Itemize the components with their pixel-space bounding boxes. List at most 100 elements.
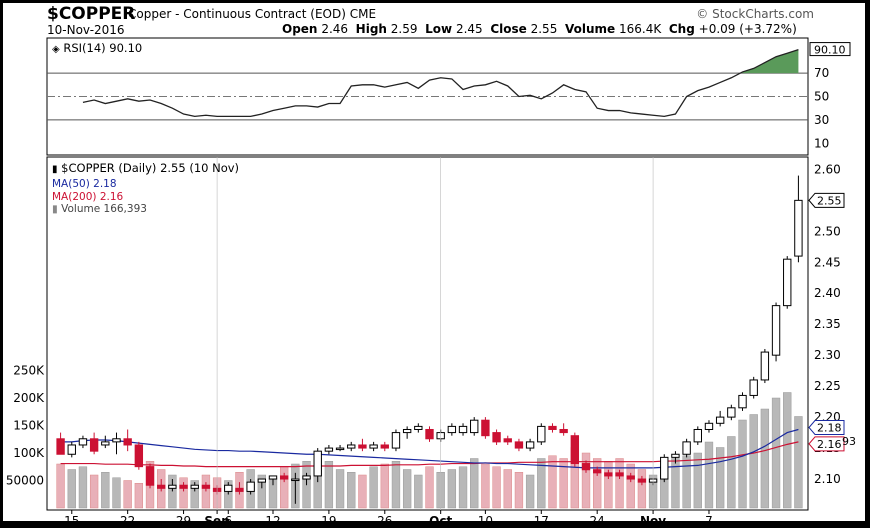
- volume-bar: [738, 419, 747, 509]
- x-tick-label: Oct: [429, 514, 452, 528]
- ma200-legend: MA(200) 2.16: [52, 191, 124, 203]
- volume-bar: [704, 441, 714, 509]
- ma50-tag-label: 2.18: [817, 421, 842, 434]
- rsi-tick-label: 10: [814, 136, 829, 150]
- volume-bar: [760, 408, 770, 509]
- x-tick-label: 12: [265, 514, 280, 528]
- candle-body: [380, 444, 389, 449]
- candle-body: [414, 425, 423, 430]
- candle-body: [391, 432, 401, 449]
- x-tick-label: 29: [176, 514, 191, 528]
- ma200-tag-label: 2.16: [817, 438, 842, 451]
- volume-bar: [492, 466, 501, 509]
- candle-body: [660, 456, 669, 480]
- price-tick-label: 2.40: [814, 286, 841, 300]
- volume-bar: [447, 469, 457, 509]
- volume-bar: [89, 474, 99, 509]
- rsi-tick-label: 50: [814, 90, 829, 104]
- candle-body: [347, 444, 356, 449]
- candle-body: [179, 484, 188, 489]
- candle-body: [369, 444, 378, 449]
- candle-body: [246, 481, 255, 492]
- series-icon: ▮: [52, 164, 58, 175]
- chart-description: Copper - Continuous Contract (EOD) CME: [128, 7, 376, 21]
- rsi-value-tag: [809, 42, 851, 57]
- candle-body: [481, 419, 490, 437]
- price-tick-label: 2.10: [814, 472, 841, 486]
- chg-label: Chg: [668, 22, 695, 36]
- candle-body: [570, 435, 580, 465]
- volume-bar: [190, 480, 199, 509]
- volume-bar: [347, 472, 356, 509]
- volume-bar: [525, 474, 535, 509]
- volume-bar: [414, 474, 423, 509]
- rsi-line: [82, 48, 799, 118]
- candle-body: [78, 438, 88, 446]
- candle-body: [615, 472, 624, 477]
- candle-body: [168, 484, 177, 489]
- candle-body: [324, 447, 334, 452]
- volume-bar: [783, 392, 792, 509]
- volume-bar: [201, 474, 211, 509]
- ma50-legend: MA(50) 2.18: [52, 178, 117, 190]
- candle-body: [302, 475, 311, 480]
- candle-body: [537, 425, 546, 443]
- rsi-legend: ◈ RSI(14) 90.10: [52, 41, 142, 55]
- candle-body: [402, 428, 412, 434]
- x-tick-label: 10: [478, 514, 493, 528]
- volume-bar: [391, 461, 401, 509]
- candle-body: [279, 475, 289, 480]
- chart-symbol: $COPPER: [47, 4, 136, 24]
- x-tick-label: 7: [705, 514, 713, 528]
- volume-bar: [123, 480, 132, 509]
- volume-bar: [402, 469, 412, 509]
- price-tick-label: 2.50: [814, 224, 841, 238]
- quote-summary: Open 2.46 High 2.59 Low 2.45 Close 2.55 …: [282, 22, 797, 36]
- rsi-tick-label: 70: [814, 66, 829, 80]
- volume-bar: [481, 463, 490, 509]
- volume-bar: [615, 458, 624, 509]
- candle-body: [592, 469, 602, 474]
- x-tick-label: 22: [120, 514, 135, 528]
- volume-icon: ▮: [52, 203, 58, 215]
- low-value: 2.45: [455, 22, 483, 36]
- volume-tick-label: 100K: [13, 446, 45, 460]
- volume-bar: [425, 466, 434, 509]
- volume-bar: [682, 455, 691, 509]
- price-tick-label: 2.60: [814, 162, 841, 176]
- high-label: High: [355, 22, 387, 36]
- last-price-tag: [808, 192, 845, 208]
- x-tick-label: 6: [224, 514, 232, 528]
- ma50-tag: [808, 419, 845, 435]
- candle-body: [738, 394, 747, 409]
- candle-body: [101, 441, 110, 446]
- price-legend: ▮ $COPPER (Daily) 2.55 (10 Nov): [52, 161, 239, 175]
- candle-body: [134, 444, 144, 468]
- close-value: 2.55: [530, 22, 558, 36]
- volume-bar: [559, 458, 568, 509]
- candle-body: [794, 199, 803, 257]
- rsi-tick-label: 30: [814, 113, 829, 127]
- price-tick-label: 2.30: [814, 348, 841, 362]
- volume-bar: [727, 436, 736, 509]
- price-tick-label: 2.25: [814, 379, 841, 393]
- price-tick-label: 2.35: [814, 317, 841, 331]
- candle-body: [224, 484, 233, 492]
- candle-body: [458, 425, 468, 434]
- volume-bar: [380, 463, 389, 509]
- candle-body: [749, 379, 758, 396]
- contract-name: Copper - Continuous Contract (EOD): [128, 7, 346, 21]
- candle-body: [89, 438, 99, 452]
- candle-body: [693, 428, 702, 443]
- candle-body: [67, 444, 76, 455]
- candle-body: [268, 475, 278, 480]
- copyright-notice[interactable]: © StockCharts.com: [696, 7, 814, 21]
- volume-bar: [179, 477, 188, 509]
- ma200-tag: [808, 436, 845, 452]
- volume-bar: [637, 469, 647, 509]
- candle-body: [783, 258, 792, 307]
- volume-bar: [78, 466, 88, 509]
- candle-body: [447, 425, 457, 434]
- price-tick-label: 2.45: [814, 255, 841, 269]
